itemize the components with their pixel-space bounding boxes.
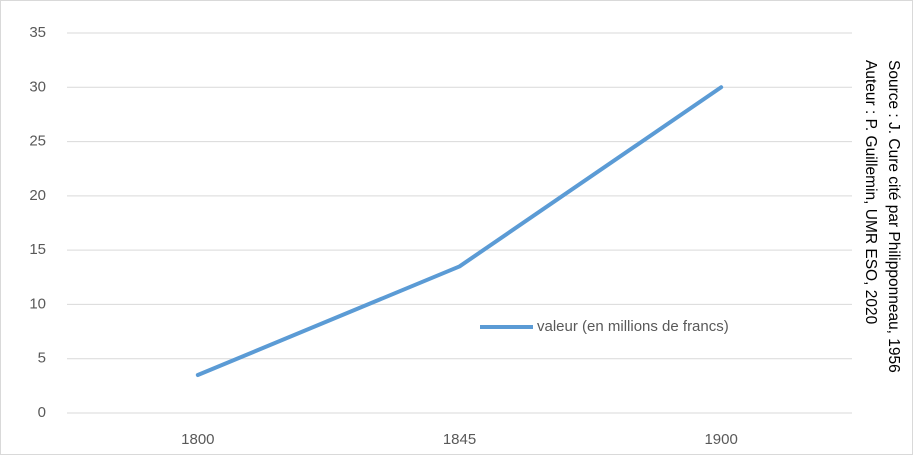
y-tick-label: 35 — [29, 24, 46, 41]
y-tick-label: 5 — [38, 350, 46, 367]
y-tick-label: 15 — [29, 241, 46, 258]
author-note: Auteur : P. Guillemin, UMR ESO, 2020 — [862, 60, 879, 325]
data-line — [195, 85, 724, 377]
y-tick-label: 30 — [29, 78, 46, 95]
legend-label: valeur (en millions de francs) — [537, 318, 729, 335]
x-tick-label: 1800 — [181, 431, 214, 448]
x-tick-label: 1900 — [704, 431, 737, 448]
x-tick-label: 1845 — [443, 431, 476, 448]
y-tick-label: 20 — [29, 187, 46, 204]
y-tick-label: 25 — [29, 133, 46, 150]
y-tick-label: 0 — [38, 404, 46, 421]
y-tick-label: 10 — [29, 295, 46, 312]
source-note: Source : J. Cure cité par Philipponneau,… — [885, 60, 902, 373]
